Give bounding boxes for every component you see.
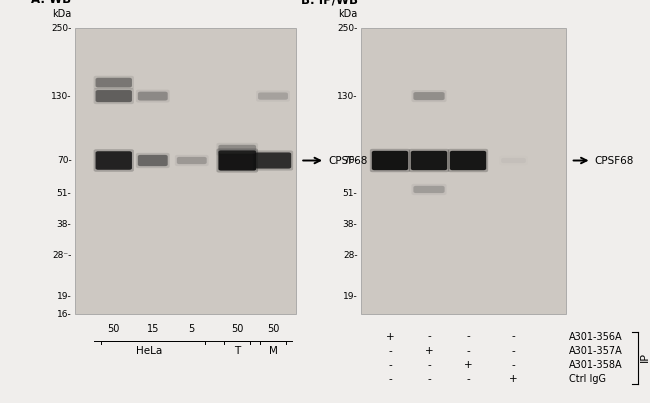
Text: IP: IP <box>640 353 650 362</box>
Text: +: + <box>385 332 395 341</box>
Text: 50: 50 <box>107 324 120 334</box>
Text: 16-: 16- <box>57 310 72 318</box>
FancyBboxPatch shape <box>501 158 526 163</box>
Text: -: - <box>427 332 431 341</box>
FancyBboxPatch shape <box>253 150 293 170</box>
Text: A301-356A: A301-356A <box>569 332 623 341</box>
Text: 28⁻-: 28⁻- <box>52 251 72 260</box>
Text: Ctrl IgG: Ctrl IgG <box>569 374 606 384</box>
Text: 250-: 250- <box>337 23 358 33</box>
Text: -: - <box>388 360 392 370</box>
Text: 51-: 51- <box>57 189 72 198</box>
Text: 15: 15 <box>146 324 159 334</box>
FancyBboxPatch shape <box>413 92 445 100</box>
FancyBboxPatch shape <box>138 91 168 100</box>
FancyBboxPatch shape <box>138 155 168 166</box>
FancyBboxPatch shape <box>94 76 134 89</box>
FancyBboxPatch shape <box>216 148 258 172</box>
FancyBboxPatch shape <box>175 155 209 166</box>
Text: 50: 50 <box>266 324 280 334</box>
Text: A301-358A: A301-358A <box>569 360 623 370</box>
Text: 19-: 19- <box>57 292 72 301</box>
FancyBboxPatch shape <box>218 150 256 170</box>
FancyBboxPatch shape <box>450 151 486 170</box>
Text: -: - <box>466 346 470 355</box>
Text: +: + <box>424 346 434 355</box>
Text: -: - <box>466 332 470 341</box>
FancyBboxPatch shape <box>258 92 288 100</box>
FancyBboxPatch shape <box>411 90 447 102</box>
FancyBboxPatch shape <box>370 149 410 172</box>
Text: M: M <box>268 346 278 356</box>
Text: B. IP/WB: B. IP/WB <box>300 0 358 6</box>
Text: 38-: 38- <box>343 220 358 229</box>
FancyBboxPatch shape <box>255 152 291 168</box>
Bar <box>75 28 296 314</box>
FancyBboxPatch shape <box>256 90 290 102</box>
Text: 51-: 51- <box>343 189 358 198</box>
Text: HeLa: HeLa <box>136 346 162 356</box>
FancyBboxPatch shape <box>96 151 132 170</box>
Text: +: + <box>463 360 473 370</box>
Text: +: + <box>509 374 518 384</box>
Text: 19-: 19- <box>343 292 358 301</box>
FancyBboxPatch shape <box>448 149 488 172</box>
Text: A301-357A: A301-357A <box>569 346 623 355</box>
FancyBboxPatch shape <box>94 88 134 104</box>
Text: -: - <box>388 346 392 355</box>
Text: A. WB: A. WB <box>31 0 72 6</box>
FancyBboxPatch shape <box>372 151 408 170</box>
FancyBboxPatch shape <box>96 78 132 87</box>
Text: kDa: kDa <box>52 9 72 19</box>
Text: 50: 50 <box>231 324 244 334</box>
Text: CPSF68: CPSF68 <box>328 156 368 166</box>
Text: 130-: 130- <box>51 91 72 101</box>
Text: 250-: 250- <box>51 23 72 33</box>
FancyBboxPatch shape <box>411 151 447 170</box>
FancyBboxPatch shape <box>216 143 258 156</box>
Text: kDa: kDa <box>338 9 358 19</box>
FancyBboxPatch shape <box>413 186 445 193</box>
Bar <box>361 28 566 314</box>
FancyBboxPatch shape <box>136 89 170 102</box>
Text: CPSF68: CPSF68 <box>595 156 634 166</box>
FancyBboxPatch shape <box>411 184 447 195</box>
FancyBboxPatch shape <box>177 157 207 164</box>
Text: -: - <box>427 374 431 384</box>
Text: -: - <box>388 374 392 384</box>
Text: -: - <box>512 332 515 341</box>
Text: 28-: 28- <box>343 251 358 260</box>
Text: 130-: 130- <box>337 91 358 101</box>
FancyBboxPatch shape <box>96 90 132 102</box>
Text: -: - <box>427 360 431 370</box>
Text: 5: 5 <box>188 324 195 334</box>
Text: 38-: 38- <box>57 220 72 229</box>
Text: -: - <box>466 374 470 384</box>
FancyBboxPatch shape <box>409 149 449 172</box>
Text: -: - <box>512 346 515 355</box>
Text: T: T <box>234 346 240 356</box>
Text: -: - <box>512 360 515 370</box>
Text: 70-: 70- <box>343 156 358 165</box>
FancyBboxPatch shape <box>136 153 170 168</box>
FancyBboxPatch shape <box>94 149 134 172</box>
FancyBboxPatch shape <box>218 145 256 154</box>
Text: 70-: 70- <box>57 156 72 165</box>
